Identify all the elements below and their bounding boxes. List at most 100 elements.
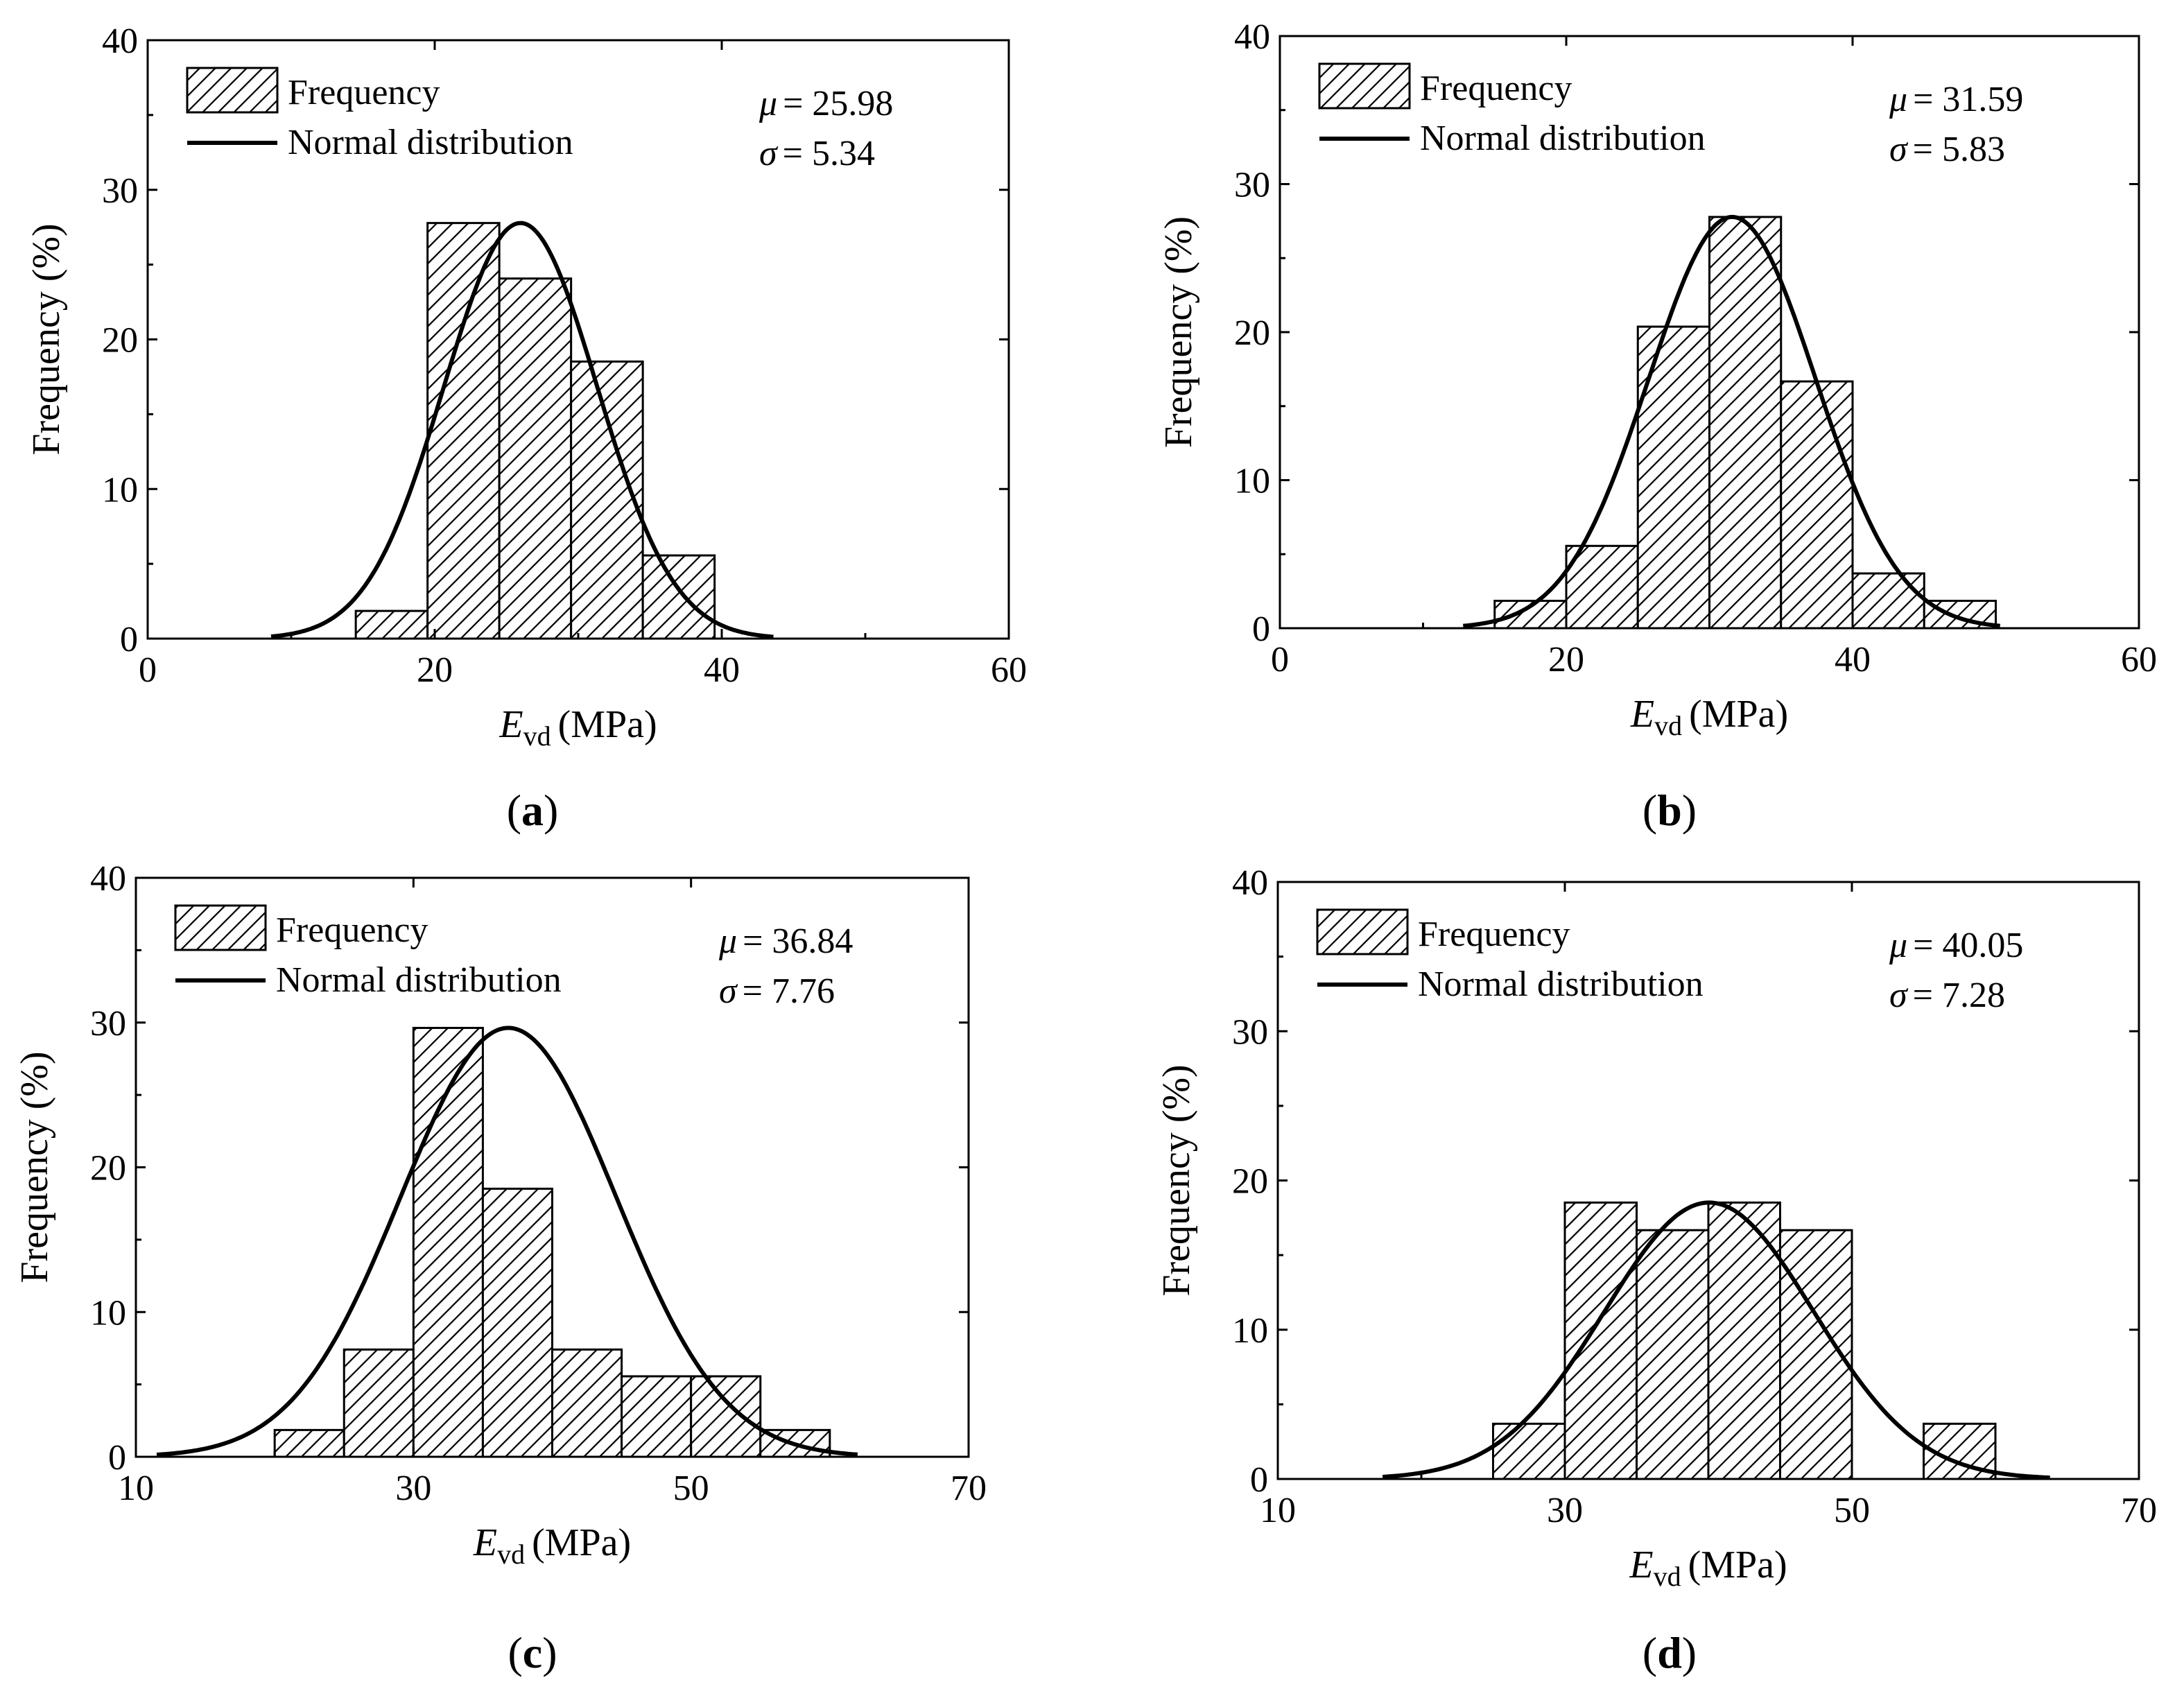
y-axis-title: Frequency (%) xyxy=(25,223,68,455)
statistics: μ = 40.05 σ = 7.28 xyxy=(1889,926,2023,1015)
panel-label-open: ( xyxy=(508,1628,522,1677)
panel-label-close: ) xyxy=(544,786,558,835)
legend-frequency-label: Frequency xyxy=(1420,69,1572,108)
y-tick-label: 0 xyxy=(108,1438,126,1478)
normal-distribution-curve xyxy=(1382,1200,2050,1480)
panel-label-close: ) xyxy=(1682,1628,1697,1677)
x-axis-symbol: E xyxy=(1630,693,1654,736)
legend-frequency-label: Frequency xyxy=(1418,915,1570,954)
x-axis: 10 30 50 70 xyxy=(1260,882,2157,1530)
sigma-symbol: σ xyxy=(719,971,738,1011)
panel-label-letter: d xyxy=(1657,1628,1682,1677)
y-tick-label: 20 xyxy=(102,321,138,361)
x-axis-subscript: vd xyxy=(497,1539,525,1570)
x-axis-unit: (MPa) xyxy=(1688,1543,1787,1586)
panel-label-open: ( xyxy=(507,786,521,835)
legend: Frequency Normal distribution xyxy=(186,67,573,162)
legend: Frequency Normal distribution xyxy=(1316,908,1704,1004)
x-axis: 0 20 40 60 xyxy=(139,40,1027,690)
histogram-bar xyxy=(570,360,644,640)
x-tick-label: 30 xyxy=(395,1469,431,1508)
legend-frequency-swatch xyxy=(1318,62,1411,110)
y-tick-label: 40 xyxy=(90,859,126,899)
x-tick-label: 50 xyxy=(673,1469,709,1508)
x-tick-label: 40 xyxy=(704,650,740,690)
histogram-bar xyxy=(343,1348,415,1458)
chart-panel-b: 0 10 20 30 40 0 20 40 60 Frequency (%) Evd (MPa) Fre… xyxy=(1157,17,2157,835)
statistics: μ = 25.98σ = 5.34 xyxy=(759,84,893,173)
legend-normal-label: Normal distribution xyxy=(1420,119,1706,158)
histogram-bar xyxy=(412,1026,484,1458)
legend-frequency-label: Frequency xyxy=(276,910,428,950)
histogram-bar xyxy=(1563,1201,1638,1480)
x-tick-label: 70 xyxy=(2121,1491,2157,1530)
mu-symbol: μ xyxy=(718,921,737,961)
x-axis-subscript: vd xyxy=(1654,710,1682,741)
panel-label: (b) xyxy=(1643,786,1697,835)
y-tick-label: 40 xyxy=(102,21,138,61)
sigma-stat: σ = 5.83 xyxy=(1889,130,2005,169)
panel-label: (a) xyxy=(507,786,559,835)
panel-label-letter: b xyxy=(1657,786,1682,835)
mu-symbol: μ xyxy=(1889,926,1907,965)
y-axis-title: Frequency (%) xyxy=(13,1051,56,1283)
histogram-bar xyxy=(1636,1229,1710,1480)
legend-frequency-swatch xyxy=(174,904,267,951)
x-tick-label: 10 xyxy=(1260,1491,1296,1530)
histogram-bar xyxy=(690,1375,762,1458)
x-tick-label: 20 xyxy=(1548,640,1584,680)
legend: Frequency Normal distribution xyxy=(174,904,562,1000)
sigma-stat: σ = 7.28 xyxy=(1889,976,2005,1015)
histogram-bar xyxy=(1492,1422,1566,1480)
mu-value: = 31.59 xyxy=(1913,80,2023,119)
normal-distribution-curve xyxy=(270,220,774,639)
x-tick-label: 40 xyxy=(1835,640,1871,680)
y-axis-title: Frequency (%) xyxy=(1155,1064,1198,1296)
legend-frequency-label: Frequency xyxy=(288,73,440,112)
histogram-bar xyxy=(498,277,573,640)
sigma-symbol: σ xyxy=(759,134,779,173)
y-axis: 0 10 20 30 40 xyxy=(1232,863,2139,1500)
mu-stat: μ = 40.05 xyxy=(1889,926,2023,965)
y-tick-label: 30 xyxy=(1234,166,1270,205)
y-tick-label: 10 xyxy=(90,1293,126,1333)
mu-value: = 25.98 xyxy=(783,84,893,123)
y-tick-label: 10 xyxy=(1234,462,1270,501)
x-tick-label: 60 xyxy=(2121,640,2157,680)
histogram-bar xyxy=(1851,572,1925,630)
panel-label-close: ) xyxy=(1682,786,1697,835)
y-tick-label: 30 xyxy=(90,1004,126,1044)
histogram-bar xyxy=(481,1187,554,1458)
y-axis: 0 10 20 30 40 xyxy=(90,859,969,1478)
sigma-value: = 7.76 xyxy=(743,971,835,1011)
sigma-symbol: σ xyxy=(1889,976,1909,1015)
sigma-stat: σ = 5.34 xyxy=(759,134,875,173)
bars xyxy=(354,222,716,640)
x-axis-subscript: vd xyxy=(1654,1561,1681,1592)
mu-symbol: μ xyxy=(759,84,777,123)
y-tick-label: 30 xyxy=(1232,1012,1268,1052)
x-axis-title: Evd (MPa) xyxy=(473,1521,631,1570)
panel-label-letter: a xyxy=(521,786,544,835)
panel-label-open: ( xyxy=(1643,786,1657,835)
x-tick-label: 70 xyxy=(951,1469,987,1508)
mu-stat: μ = 31.59 xyxy=(1889,80,2023,119)
bars xyxy=(273,1026,831,1458)
y-tick-label: 10 xyxy=(102,470,138,510)
mu-value: = 40.05 xyxy=(1913,926,2023,965)
panel-label: (d) xyxy=(1643,1628,1697,1677)
y-tick-label: 0 xyxy=(120,620,138,659)
x-axis-symbol: E xyxy=(1629,1543,1653,1586)
histogram-bar xyxy=(1779,1229,1853,1480)
mu-stat: μ = 25.98 xyxy=(759,84,893,123)
legend-frequency-swatch xyxy=(186,67,279,114)
histogram-bar xyxy=(641,554,716,640)
mu-stat: μ = 36.84 xyxy=(718,921,853,961)
x-tick-label: 30 xyxy=(1547,1491,1583,1530)
statistics: μ = 36.84 σ = 7.76 xyxy=(718,921,853,1011)
sigma-value: = 5.34 xyxy=(783,134,875,173)
histogram-bar xyxy=(426,222,501,640)
x-axis: 0 20 40 60 xyxy=(1271,36,2157,680)
